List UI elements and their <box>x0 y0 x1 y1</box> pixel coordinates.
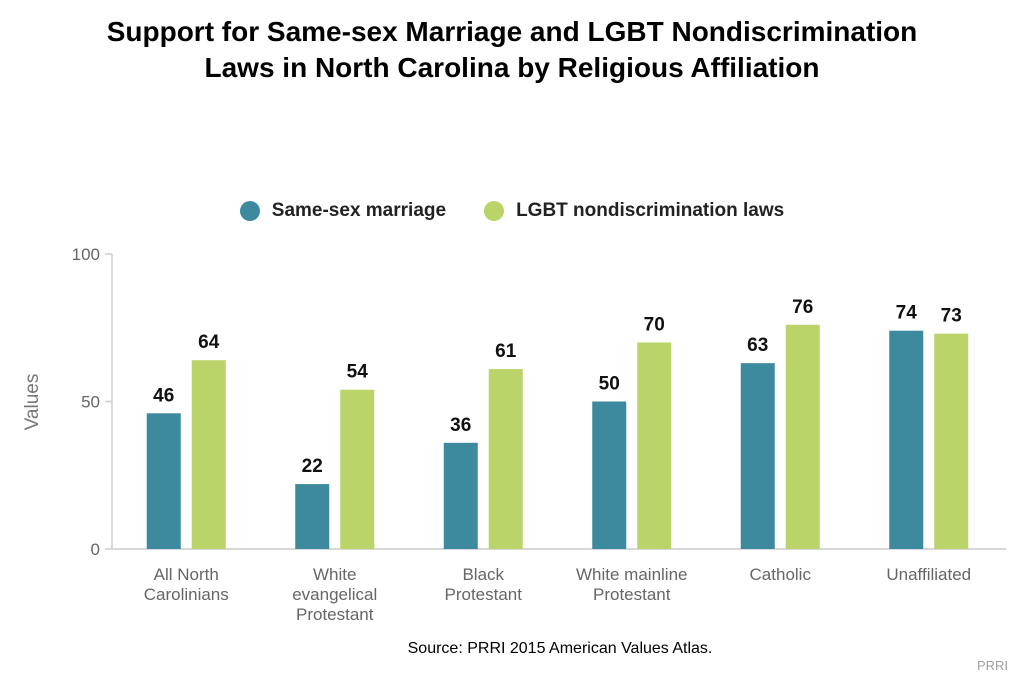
data-label: 61 <box>495 341 517 362</box>
legend-label-same-sex-marriage: Same-sex marriage <box>271 200 447 221</box>
chart-title: Support for Same-sex Marriage and LGBT N… <box>0 14 1024 86</box>
data-label: 64 <box>198 332 220 353</box>
bar-same-sex-marriage <box>146 413 181 549</box>
source-note: Source: PRRI 2015 American Values Atlas. <box>407 640 713 657</box>
bar-lgbt-laws <box>934 333 969 549</box>
x-tick-label: All North Carolinians <box>144 565 229 604</box>
data-label: 46 <box>153 385 174 406</box>
bar-lgbt-laws <box>191 360 226 549</box>
data-label: 74 <box>896 303 918 324</box>
data-label: 36 <box>450 415 471 436</box>
legend-label-lgbt-laws: LGBT nondiscrimination laws <box>516 200 785 221</box>
bar-same-sex-marriage <box>889 330 924 549</box>
data-label: 76 <box>792 297 813 318</box>
brand-watermark: PRRI <box>976 658 1008 673</box>
y-tick-label: 50 <box>81 393 100 412</box>
data-label: 54 <box>347 362 369 383</box>
legend-item-lgbt-laws[interactable]: LGBT nondiscrimination laws <box>484 200 784 222</box>
y-tick-label: 0 <box>91 540 100 559</box>
bar-same-sex-marriage <box>740 363 775 549</box>
data-label: 22 <box>302 456 323 477</box>
bar-lgbt-laws <box>488 369 523 549</box>
x-tick-label: Unaffiliated <box>886 565 971 584</box>
legend-dot-lgbt-laws <box>484 201 505 221</box>
bar-lgbt-laws <box>785 324 820 549</box>
data-label: 63 <box>747 335 768 356</box>
data-label: 50 <box>599 374 620 395</box>
data-label: 70 <box>644 315 665 336</box>
chart-legend: Same-sex marriage LGBT nondiscrimination… <box>0 200 1024 222</box>
chart-title-line-1: Support for Same-sex Marriage and LGBT N… <box>106 16 918 47</box>
y-tick-label: 100 <box>72 245 100 264</box>
bar-same-sex-marriage <box>443 442 478 549</box>
x-tick-label: Black Protestant <box>445 565 523 604</box>
x-tick-label: Catholic <box>750 565 812 584</box>
x-tick-label: White mainline Protestant <box>576 565 688 604</box>
data-label: 73 <box>941 306 962 327</box>
bar-same-sex-marriage <box>592 401 627 549</box>
bar-lgbt-laws <box>340 389 375 549</box>
legend-item-same-sex-marriage[interactable]: Same-sex marriage <box>239 200 447 222</box>
bar-same-sex-marriage <box>295 484 330 549</box>
chart-title-line-2: Laws in North Carolina by Religious Affi… <box>204 52 820 83</box>
bar-lgbt-laws <box>637 342 672 549</box>
legend-dot-same-sex-marriage <box>239 201 260 221</box>
x-tick-label: White evangelical Protestant <box>292 565 377 624</box>
